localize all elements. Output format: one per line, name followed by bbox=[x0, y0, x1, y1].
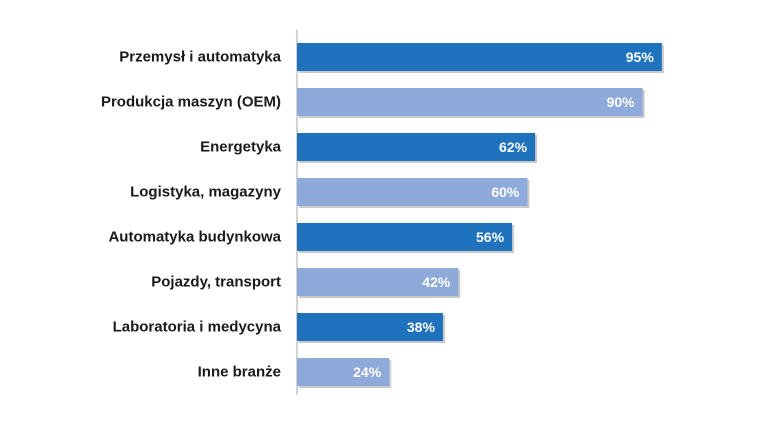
bar bbox=[297, 358, 390, 386]
category-label: Laboratoria i medycyna bbox=[113, 319, 282, 336]
category-label: Energetyka bbox=[200, 139, 282, 156]
data-label: 95% bbox=[626, 49, 655, 65]
data-label: 56% bbox=[476, 229, 505, 245]
category-label: Inne branże bbox=[198, 364, 281, 381]
data-label: 38% bbox=[407, 319, 436, 335]
bar bbox=[297, 133, 536, 161]
bar bbox=[297, 178, 528, 206]
category-label: Produkcja maszyn (OEM) bbox=[101, 94, 281, 111]
category-label: Pojazdy, transport bbox=[151, 274, 281, 291]
bar bbox=[297, 223, 513, 251]
data-label: 24% bbox=[353, 364, 382, 380]
category-label: Automatyka budynkowa bbox=[108, 229, 281, 246]
data-label: 90% bbox=[607, 94, 636, 110]
data-label: 62% bbox=[499, 139, 528, 155]
category-label: Przemysł i automatyka bbox=[119, 49, 281, 66]
bar bbox=[297, 268, 459, 296]
bars-group: Przemysł i automatyka 95% Produkcja maszyn… bbox=[101, 43, 664, 388]
data-label: 42% bbox=[422, 274, 451, 290]
category-label: Logistyka, magazyny bbox=[130, 184, 282, 201]
data-label: 60% bbox=[491, 184, 520, 200]
bar bbox=[297, 88, 643, 116]
bar bbox=[297, 43, 662, 71]
bar bbox=[297, 313, 443, 341]
